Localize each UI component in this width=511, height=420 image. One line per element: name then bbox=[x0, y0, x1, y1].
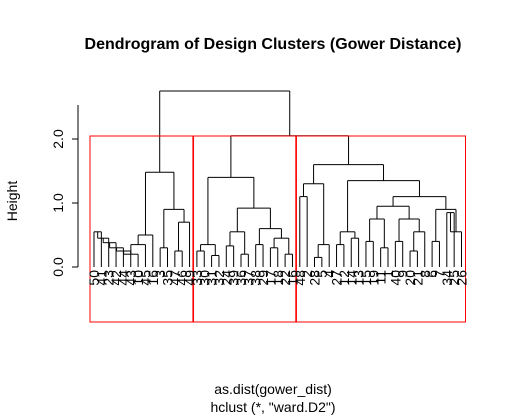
dendrogram-tree bbox=[93, 90, 462, 267]
leaf-label: 43 bbox=[123, 270, 139, 286]
leaf-label: 48 bbox=[292, 270, 308, 286]
leaf-label: 24 bbox=[218, 270, 234, 286]
leaf-label: 2 bbox=[299, 270, 315, 278]
leaf-label: 7 bbox=[431, 270, 447, 278]
leaf-label: 49 bbox=[182, 270, 198, 286]
leaf-label: 50 bbox=[86, 270, 102, 286]
leaf-label: 3 bbox=[152, 270, 168, 278]
leaf-label: 22 bbox=[277, 270, 293, 286]
leaf-label: 30 bbox=[196, 270, 212, 286]
leaf-label: 34 bbox=[439, 270, 455, 286]
leaf-label: 28 bbox=[307, 270, 323, 286]
cluster-rectangle bbox=[295, 135, 466, 323]
leaf-label: 41 bbox=[93, 270, 109, 286]
cluster-rectangle bbox=[89, 135, 195, 323]
leaf-label: 6 bbox=[424, 270, 440, 278]
leaf-label: 33 bbox=[189, 270, 205, 286]
leaf-label: 5 bbox=[314, 270, 330, 278]
leaf-label: 31 bbox=[204, 270, 220, 286]
leaf-label: 36 bbox=[233, 270, 249, 286]
leaf-label: 10 bbox=[130, 270, 146, 286]
leaf-label: 45 bbox=[137, 270, 153, 286]
chart-title: Dendrogram of Design Clusters (Gower Dis… bbox=[85, 36, 462, 53]
leaf-label: 21 bbox=[409, 270, 425, 286]
leaf-label: 44 bbox=[115, 270, 131, 286]
leaf-labels: 5041234244431045163354746493330313224393… bbox=[86, 270, 470, 286]
leaf-label: 47 bbox=[167, 270, 183, 286]
leaf-label: 39 bbox=[226, 270, 242, 286]
leaf-label: 9 bbox=[395, 270, 411, 278]
leaf-label: 35 bbox=[160, 270, 176, 286]
leaf-label: 4 bbox=[321, 270, 337, 278]
leaf-label: 12 bbox=[336, 270, 352, 286]
leaf-label: 23 bbox=[101, 270, 117, 286]
leaf-label: 16 bbox=[284, 270, 300, 286]
leaf-label: 14 bbox=[343, 270, 359, 286]
x-axis-label: as.dist(gower_dist) bbox=[214, 381, 332, 397]
leaf-label: 42 bbox=[108, 270, 124, 286]
leaf-label: 38 bbox=[248, 270, 264, 286]
cluster-rectangles bbox=[89, 135, 466, 323]
y-axis: 0.0 1.0 2.0 bbox=[50, 105, 79, 277]
leaf-label: 40 bbox=[387, 270, 403, 286]
leaf-label: 16 bbox=[145, 270, 161, 286]
leaf-label: 17 bbox=[262, 270, 278, 286]
x-axis-sublabel: hclust (*, "ward.D2") bbox=[210, 399, 335, 415]
leaf-label: 19 bbox=[365, 270, 381, 286]
leaf-label: 46 bbox=[174, 270, 190, 286]
leaf-label: 1 bbox=[380, 270, 396, 278]
y-axis-label: Height bbox=[4, 181, 20, 222]
leaf-label: 8 bbox=[417, 270, 433, 278]
leaf-label: 25 bbox=[446, 270, 462, 286]
y-tick-label: 2.0 bbox=[50, 129, 66, 149]
leaf-label: 15 bbox=[358, 270, 374, 286]
leaf-label: 20 bbox=[402, 270, 418, 286]
leaf-label: 26 bbox=[454, 270, 470, 286]
leaf-label: 11 bbox=[373, 270, 389, 285]
leaf-label: 37 bbox=[240, 270, 256, 286]
leaf-label: 27 bbox=[329, 270, 345, 286]
leaf-label: 29 bbox=[255, 270, 271, 286]
leaf-label: 13 bbox=[351, 270, 367, 286]
cluster-rectangle bbox=[192, 135, 297, 323]
leaf-label: 32 bbox=[211, 270, 227, 286]
leaf-label: 18 bbox=[270, 270, 286, 286]
y-tick-label: 1.0 bbox=[50, 193, 66, 213]
y-tick-label: 0.0 bbox=[50, 257, 66, 277]
